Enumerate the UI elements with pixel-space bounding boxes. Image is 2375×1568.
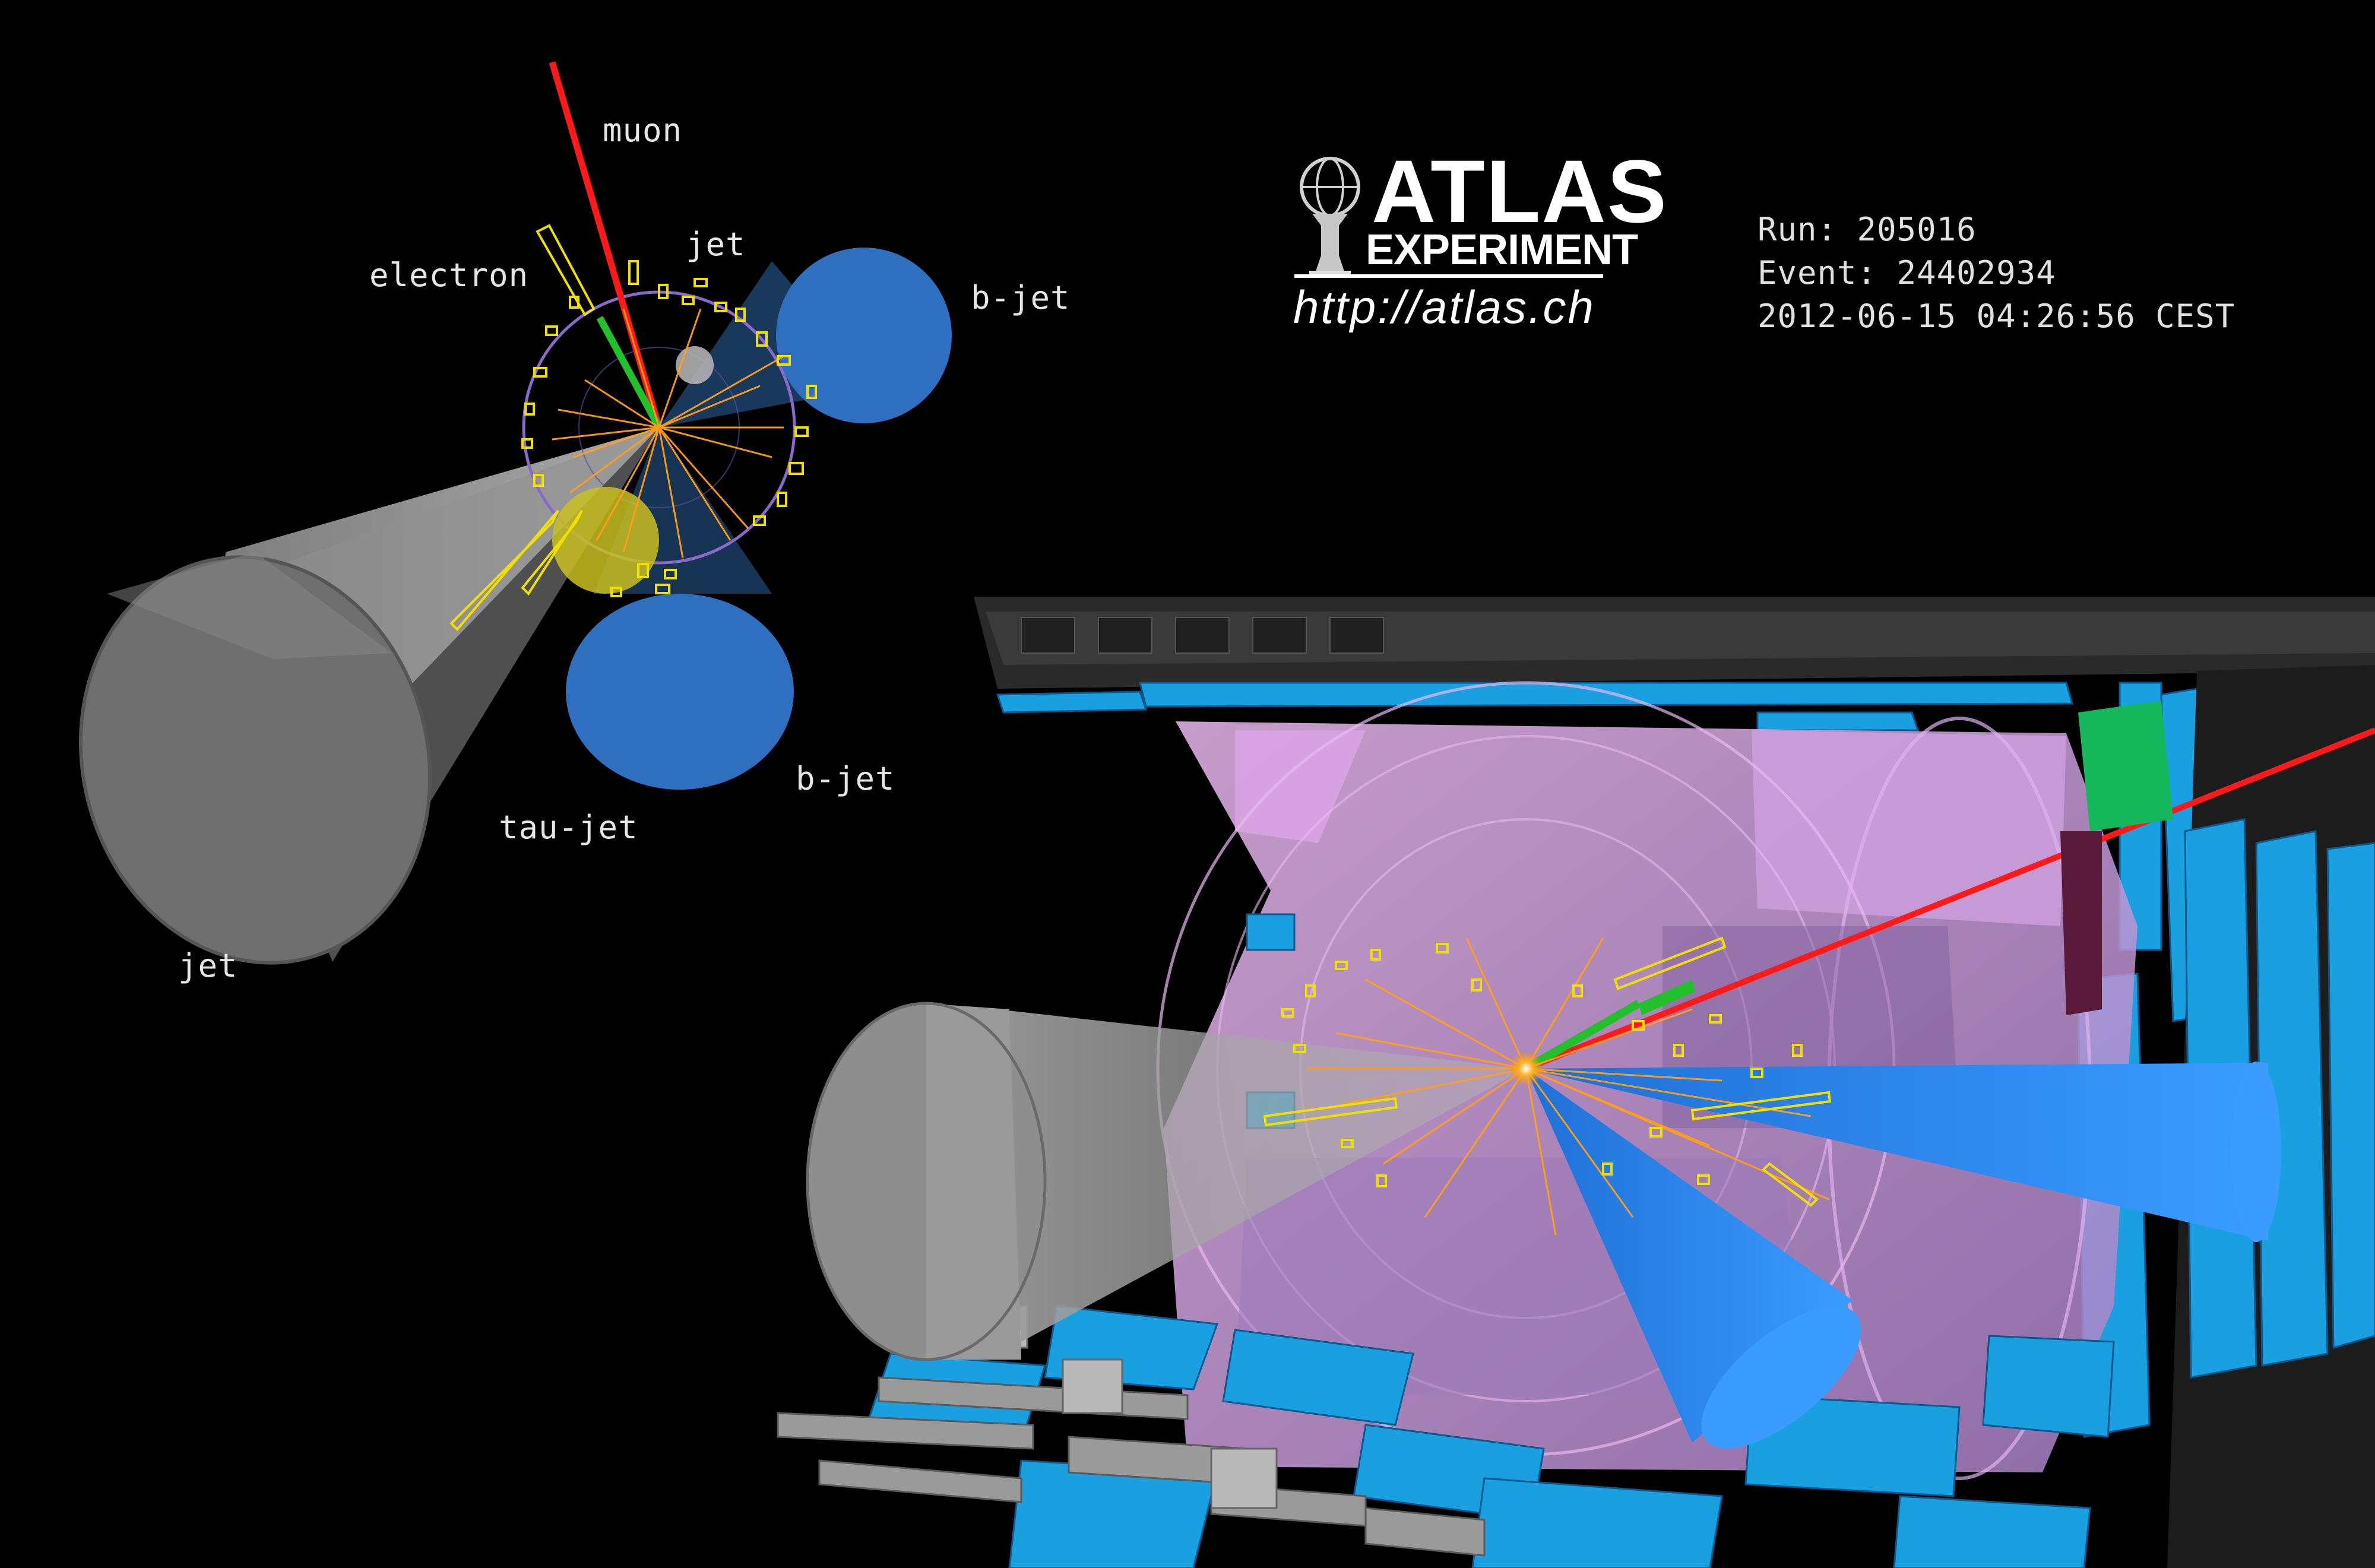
muon-chamber-hit [2060, 701, 2173, 1015]
transverse-view [78, 61, 952, 965]
jet-cone-right [806, 1002, 1526, 1361]
logo-url: http://atlas.ch [1293, 281, 1595, 333]
atlas-logo: ATLAS EXPERIMENT http://atlas.ch [1282, 141, 1667, 338]
muon-track-3d [1525, 727, 2375, 1072]
electron-track-3d [1524, 999, 1641, 1073]
logo-subtitle: EXPERIMENT [1366, 226, 1638, 274]
label-b-jet-upper: b-jet [971, 279, 1071, 316]
logo-divider [1294, 274, 1603, 278]
tracks-transverse [552, 308, 784, 559]
label-tau-jet: tau-jet [499, 809, 638, 846]
label-jet-left: jet [178, 947, 238, 984]
label-muon: muon [603, 112, 683, 149]
event-datetime: 2012-06-15 04:26:56 CEST [1758, 297, 2235, 335]
event-info: Run: 205016 Event: 24402934 2012-06-15 0… [1758, 208, 2235, 338]
tracks-3d [1306, 937, 1829, 1236]
label-jet-top: jet [686, 226, 746, 263]
calorimeter-towers-3d [1263, 936, 1832, 1207]
atlas-figure-icon [1300, 157, 1360, 277]
event-number: Event: 24402934 [1758, 254, 2056, 292]
run-number: Run: 205016 [1758, 211, 1977, 248]
detector-3d-view [777, 597, 2375, 1568]
label-b-jet-lower: b-jet [796, 760, 895, 797]
b-jet-cone-down [1526, 1069, 1861, 1449]
b-jet-upper [659, 248, 952, 427]
logo-title: ATLAS [1372, 141, 1668, 241]
label-electron: electron [369, 256, 529, 294]
jet-cone-left [78, 427, 659, 965]
electron-track-transverse [596, 316, 663, 429]
calorimeter-towers-transverse [449, 224, 817, 631]
